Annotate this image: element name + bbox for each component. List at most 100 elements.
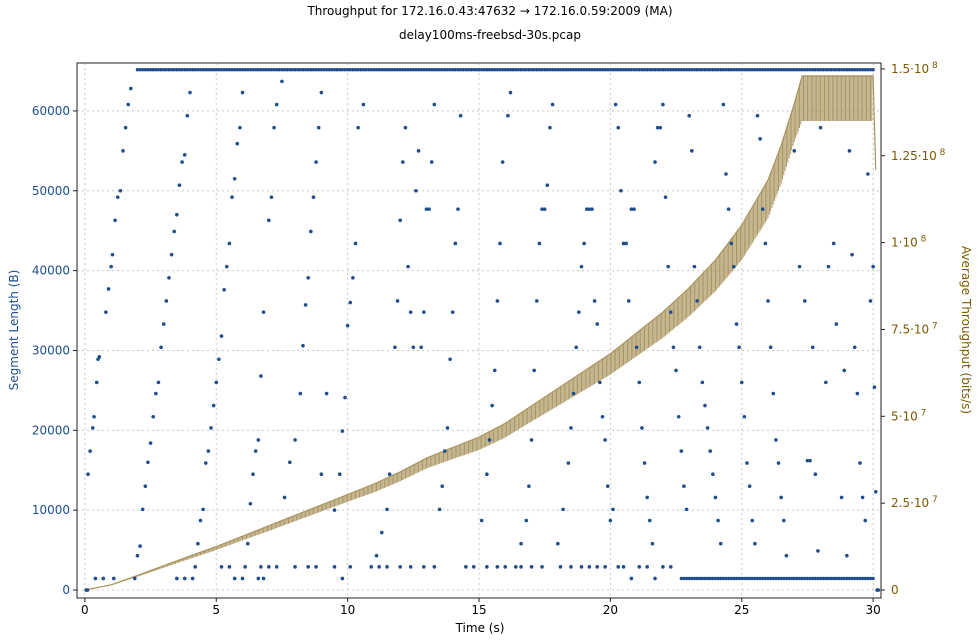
segment-point (761, 576, 765, 581)
segment-point (256, 576, 261, 581)
segment-point (719, 68, 723, 72)
segment-point (839, 576, 844, 581)
segment-point (605, 484, 610, 489)
segment-point (398, 218, 402, 223)
segment-point (519, 565, 523, 569)
segment-point (477, 68, 481, 72)
segment-point (755, 113, 760, 118)
y-left-tick-label: 40000 (32, 264, 70, 278)
segment-point (584, 207, 589, 211)
segment-point (175, 68, 179, 72)
segment-point (732, 68, 736, 72)
segment-point (259, 374, 263, 378)
segment-point (430, 68, 434, 72)
segment-point (818, 68, 823, 72)
segment-point (298, 391, 303, 396)
segment-point (267, 218, 271, 223)
segment-point (390, 68, 394, 72)
segment-point (721, 576, 726, 581)
segment-point (322, 68, 326, 72)
segment-point (692, 576, 697, 581)
segment-point (162, 68, 166, 72)
segment-point (251, 68, 255, 72)
segment-point (495, 68, 500, 72)
segment-point (779, 495, 783, 500)
segment-point (240, 576, 245, 581)
segment-point (711, 68, 715, 72)
segment-point (837, 576, 841, 581)
segment-point (708, 576, 712, 581)
segment-point (768, 576, 773, 581)
segment-point (852, 345, 857, 350)
segment-point (219, 565, 224, 569)
chart-subtitle: delay100ms-freebsd-30s.pcap (399, 28, 581, 42)
grid (77, 63, 881, 598)
segment-point (674, 368, 678, 373)
segment-point (374, 553, 379, 558)
segment-point (443, 449, 447, 453)
segment-point (629, 68, 634, 72)
segment-point (776, 576, 781, 581)
segment-point (758, 137, 762, 141)
segment-point (372, 68, 376, 72)
y-right-tick-label: 0 (891, 583, 899, 597)
segment-point (361, 68, 366, 72)
segment-point (753, 576, 757, 581)
segment-point (314, 565, 318, 569)
segment-point (747, 576, 752, 581)
segment-point (369, 565, 374, 569)
segment-point (845, 553, 849, 558)
segment-point (797, 68, 802, 72)
segment-point (842, 368, 847, 373)
segment-point (432, 68, 437, 72)
y-right-tick-label: 1·10 8 (891, 235, 927, 250)
segment-point (832, 576, 836, 581)
segment-point (632, 207, 636, 211)
segment-point (109, 264, 113, 269)
segment-point (771, 68, 775, 72)
segment-point (569, 426, 573, 430)
segment-point (740, 576, 744, 581)
segment-point (267, 68, 271, 72)
segment-point (500, 68, 505, 72)
segment-point (293, 565, 297, 569)
segment-point (753, 68, 757, 72)
segment-point (540, 68, 544, 72)
segment-point (542, 207, 547, 211)
segment-point (185, 68, 190, 72)
segment-point (792, 149, 797, 153)
segment-point (747, 484, 752, 489)
segment-point (419, 68, 423, 72)
segment-point (787, 68, 791, 72)
segment-point (826, 576, 831, 581)
segment-point (839, 68, 844, 72)
segment-point (113, 218, 117, 223)
segment-point (256, 438, 261, 442)
segment-point (306, 275, 311, 280)
segment-point (211, 68, 216, 72)
segment-point (661, 102, 665, 107)
segment-point (406, 264, 410, 269)
segment-point (871, 576, 875, 581)
segment-point (487, 68, 492, 72)
segment-point (487, 438, 492, 442)
segment-point (232, 68, 237, 72)
segment-point (485, 68, 489, 72)
segment-point (288, 68, 292, 72)
segment-point (445, 68, 450, 72)
segment-point (311, 195, 316, 199)
segment-point (545, 68, 550, 72)
segment-point (705, 426, 710, 430)
segment-point (779, 68, 783, 72)
segment-point (634, 345, 639, 350)
segment-point (737, 68, 741, 72)
segment-point (164, 299, 169, 303)
segment-point (700, 380, 705, 385)
segment-point (679, 68, 684, 72)
segment-point (695, 576, 699, 581)
segment-point (248, 501, 253, 506)
segment-point (448, 357, 452, 362)
segment-point (648, 68, 652, 72)
segment-point (332, 565, 337, 569)
segment-point (209, 68, 213, 72)
